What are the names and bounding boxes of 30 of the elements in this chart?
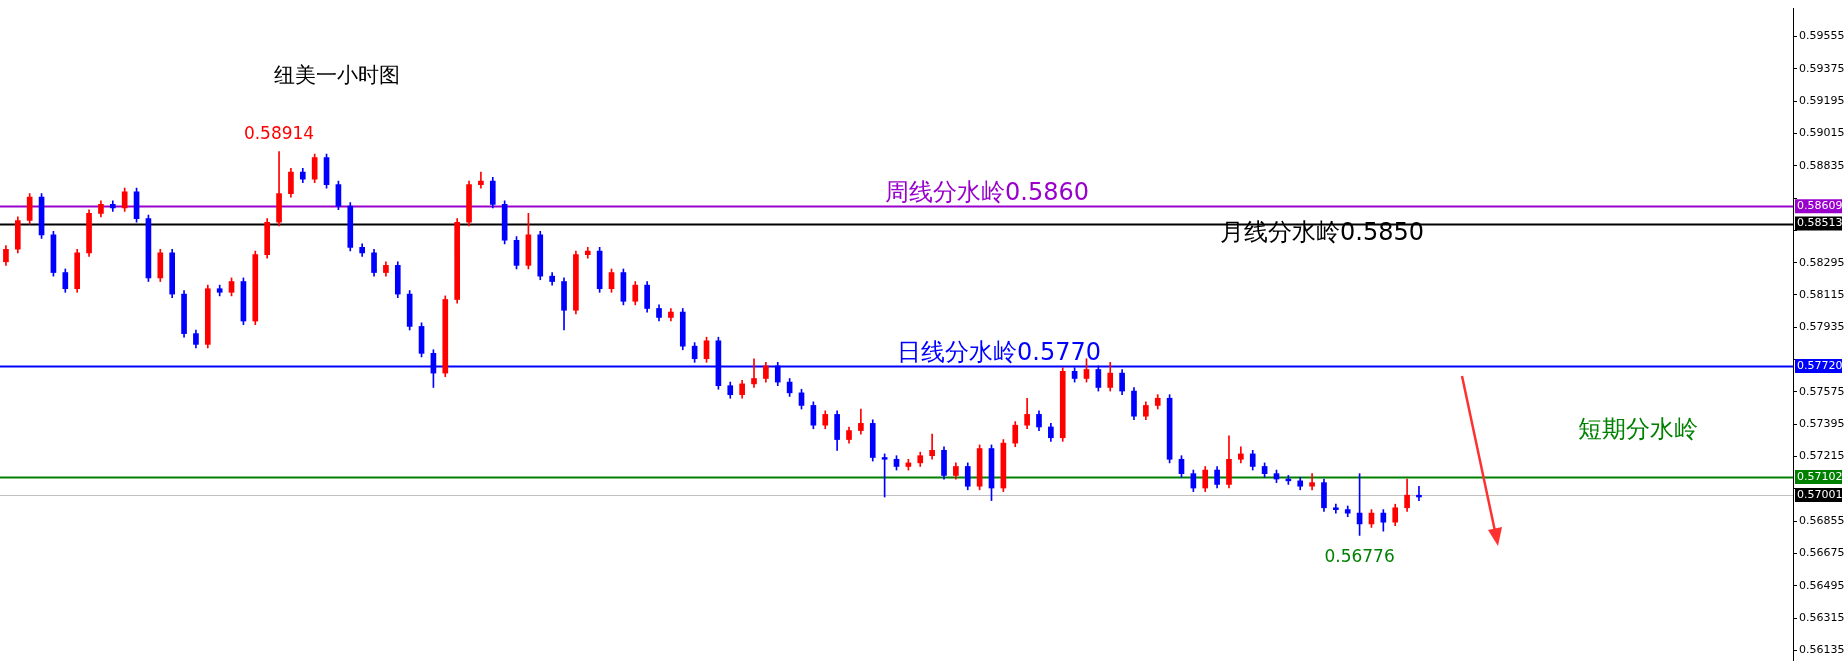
text: 纽美一小时图 (274, 63, 400, 87)
ref-line-label: 日线分水岭0.5770 (897, 337, 1101, 366)
y-tick-label: 0.56675 (1799, 546, 1845, 560)
text: 0.57102 (1797, 469, 1843, 483)
candlestick (751, 358, 757, 388)
y-tick-label: 0.58115 (1799, 287, 1845, 301)
text: 0.58609 (1797, 199, 1843, 213)
annotation: 0.58914 (243, 123, 315, 144)
y-tick-label: 0.57935 (1799, 320, 1845, 334)
y-tick-label: 0.56855 (1799, 514, 1845, 528)
y-tick-label: 0.57395 (1799, 417, 1845, 431)
annotation: 0.56776 (1324, 546, 1395, 567)
y-tick-label: 0.58295 (1799, 255, 1845, 269)
y-tick-label: 0.59555 (1799, 29, 1845, 43)
ref-line-label: 短期分水岭 (1578, 414, 1698, 443)
ref-line-label: 周线分水岭0.5860 (885, 178, 1089, 207)
y-tick-label: 0.58835 (1799, 158, 1845, 172)
y-tick-label: 0.57575 (1799, 384, 1845, 398)
ref-line-label: 月线分水岭0.5850 (1220, 217, 1424, 246)
y-tick-label: 0.56495 (1799, 578, 1845, 592)
y-tick-label: 0.56315 (1799, 611, 1845, 625)
text: 0.57001 (1797, 487, 1843, 501)
y-tick-label: 0.59375 (1799, 61, 1845, 75)
candlestick (929, 433, 935, 460)
y-tick-label: 0.57215 (1799, 449, 1845, 463)
y-tick-label: 0.56135 (1799, 643, 1845, 657)
y-tick-label: 0.59015 (1799, 126, 1845, 140)
text: 0.58513 (1797, 216, 1843, 230)
y-tick-label: 0.59195 (1799, 93, 1845, 107)
text: 0.57720 (1797, 358, 1843, 372)
